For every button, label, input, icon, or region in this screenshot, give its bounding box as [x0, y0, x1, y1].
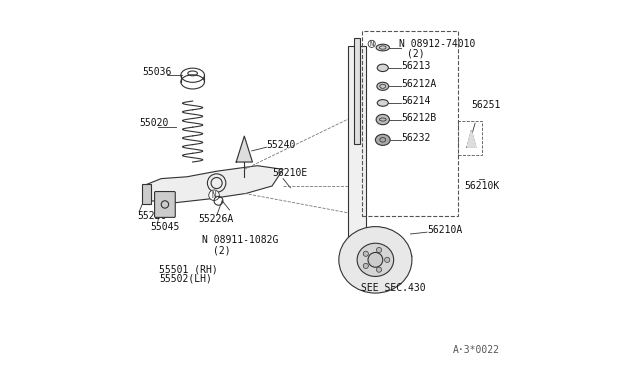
Text: 55502(LH): 55502(LH)	[159, 273, 212, 283]
Text: SEE SEC.430: SEE SEC.430	[360, 283, 425, 292]
Text: 56212A: 56212A	[401, 80, 436, 89]
Polygon shape	[467, 131, 476, 147]
Ellipse shape	[376, 44, 389, 51]
Circle shape	[385, 257, 390, 262]
Circle shape	[364, 251, 369, 256]
Circle shape	[376, 247, 381, 253]
Text: 56210A: 56210A	[427, 225, 462, 235]
Circle shape	[364, 263, 369, 269]
Text: 55240: 55240	[266, 140, 296, 150]
Text: 55020: 55020	[139, 118, 168, 128]
Ellipse shape	[377, 64, 388, 71]
Text: 55501 (RH): 55501 (RH)	[159, 264, 218, 274]
Text: 55226: 55226	[137, 211, 166, 221]
Circle shape	[376, 267, 381, 272]
Circle shape	[368, 253, 383, 267]
Text: 56212B: 56212B	[401, 113, 436, 123]
Ellipse shape	[339, 227, 412, 293]
Text: N 08912-74010: N 08912-74010	[399, 39, 476, 49]
FancyBboxPatch shape	[155, 192, 175, 217]
Text: N 08911-1082G: N 08911-1082G	[202, 234, 278, 244]
Ellipse shape	[376, 134, 390, 145]
Text: 55226A: 55226A	[198, 214, 234, 224]
Ellipse shape	[377, 100, 388, 106]
Text: N: N	[212, 191, 216, 200]
Text: 56210K: 56210K	[464, 181, 499, 191]
Ellipse shape	[377, 82, 388, 90]
Text: 56232: 56232	[401, 133, 431, 143]
Ellipse shape	[376, 114, 389, 125]
Bar	[348, 46, 366, 241]
Text: 55036: 55036	[143, 67, 172, 77]
Bar	[362, 31, 458, 215]
Text: A·3*0022: A·3*0022	[453, 345, 500, 355]
Text: N: N	[369, 41, 374, 47]
Polygon shape	[143, 166, 283, 203]
Text: (2): (2)	[213, 246, 230, 256]
Text: 56251: 56251	[472, 100, 500, 110]
Text: 56210E: 56210E	[272, 168, 307, 178]
FancyBboxPatch shape	[142, 184, 151, 204]
Bar	[354, 38, 360, 144]
Polygon shape	[236, 136, 252, 162]
Text: 56213: 56213	[401, 61, 431, 71]
Text: (2): (2)	[407, 48, 424, 58]
Text: 56214: 56214	[401, 96, 431, 106]
Text: 55045: 55045	[150, 222, 180, 232]
Bar	[458, 121, 483, 155]
Ellipse shape	[357, 243, 394, 276]
